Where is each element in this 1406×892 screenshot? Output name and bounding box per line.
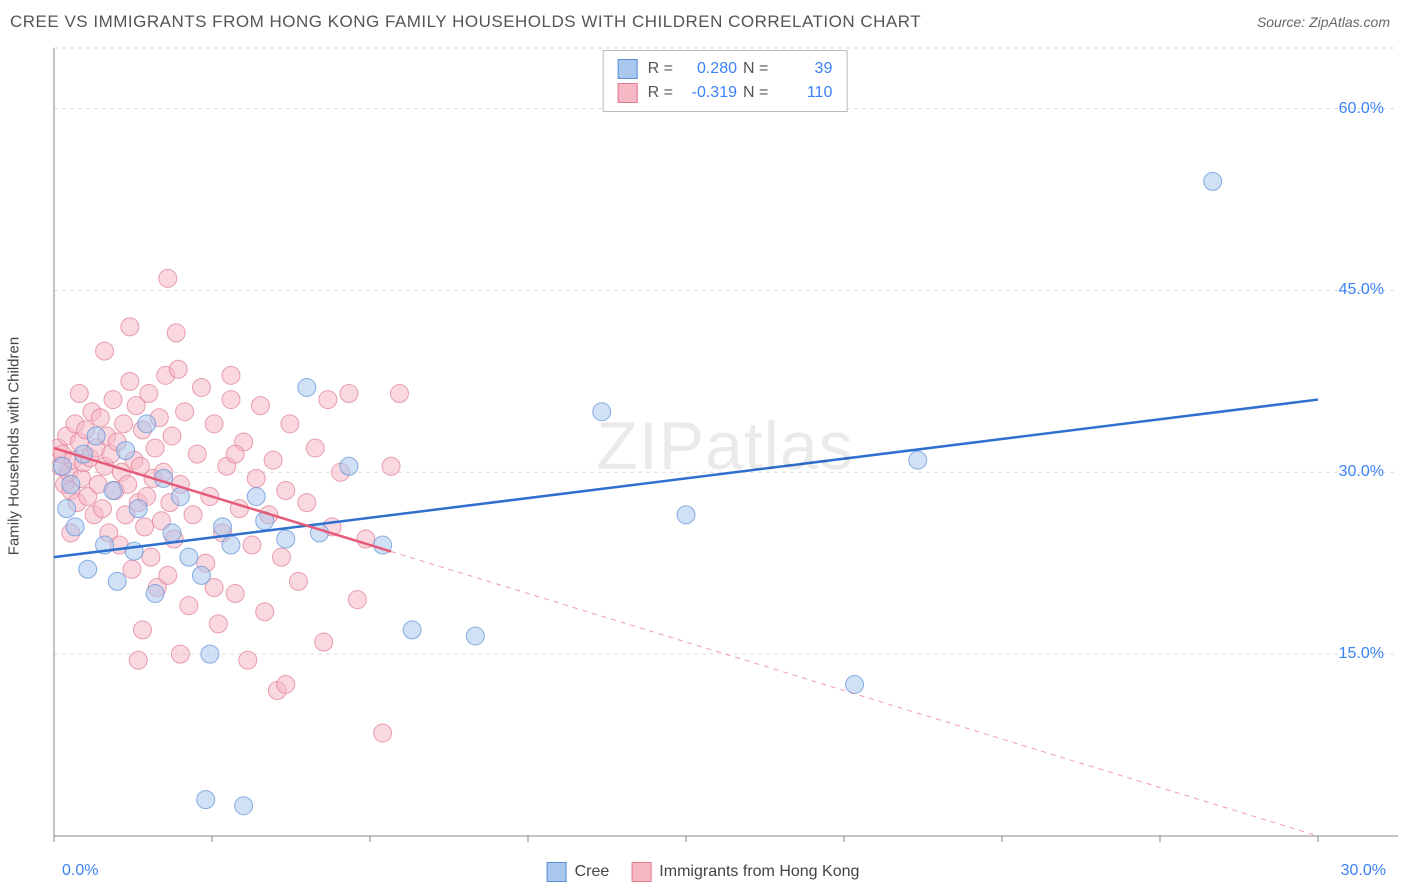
swatch-series-a [618, 59, 638, 79]
x-axis-max-label: 30.0% [1341, 862, 1386, 880]
legend-item-a: Cree [547, 862, 610, 882]
legend-label-b: Immigrants from Hong Kong [659, 863, 859, 881]
swatch-series-b [618, 83, 638, 103]
chart-title: CREE VS IMMIGRANTS FROM HONG KONG FAMILY… [10, 12, 921, 32]
scatter-plot-svg [52, 44, 1398, 848]
x-axis-min-label: 0.0% [62, 862, 98, 880]
series-legend: Cree Immigrants from Hong Kong [547, 862, 860, 882]
r-label-b: R = [648, 81, 673, 105]
stats-legend-row-b: R = -0.319 N = 110 [618, 81, 833, 105]
n-value-b: 110 [774, 81, 832, 105]
y-tick-label: 15.0% [1339, 645, 1384, 663]
stats-legend-row-a: R = 0.280 N = 39 [618, 57, 833, 81]
legend-item-b: Immigrants from Hong Kong [631, 862, 859, 882]
legend-label-a: Cree [575, 863, 610, 881]
r-label-a: R = [648, 57, 673, 81]
n-label-a: N = [743, 57, 768, 81]
n-value-a: 39 [774, 57, 832, 81]
y-tick-label: 30.0% [1339, 463, 1384, 481]
legend-swatch-b [631, 862, 651, 882]
n-label-b: N = [743, 81, 768, 105]
r-value-a: 0.280 [679, 57, 737, 81]
chart-area: ZIPatlas R = 0.280 N = 39 R = -0.319 N =… [52, 44, 1398, 848]
legend-swatch-a [547, 862, 567, 882]
chart-source: Source: ZipAtlas.com [1257, 14, 1390, 30]
y-tick-label: 60.0% [1339, 100, 1384, 118]
y-axis-label: Family Households with Children [6, 337, 23, 555]
y-tick-label: 45.0% [1339, 281, 1384, 299]
r-value-b: -0.319 [679, 81, 737, 105]
stats-legend-box: R = 0.280 N = 39 R = -0.319 N = 110 [603, 50, 848, 112]
